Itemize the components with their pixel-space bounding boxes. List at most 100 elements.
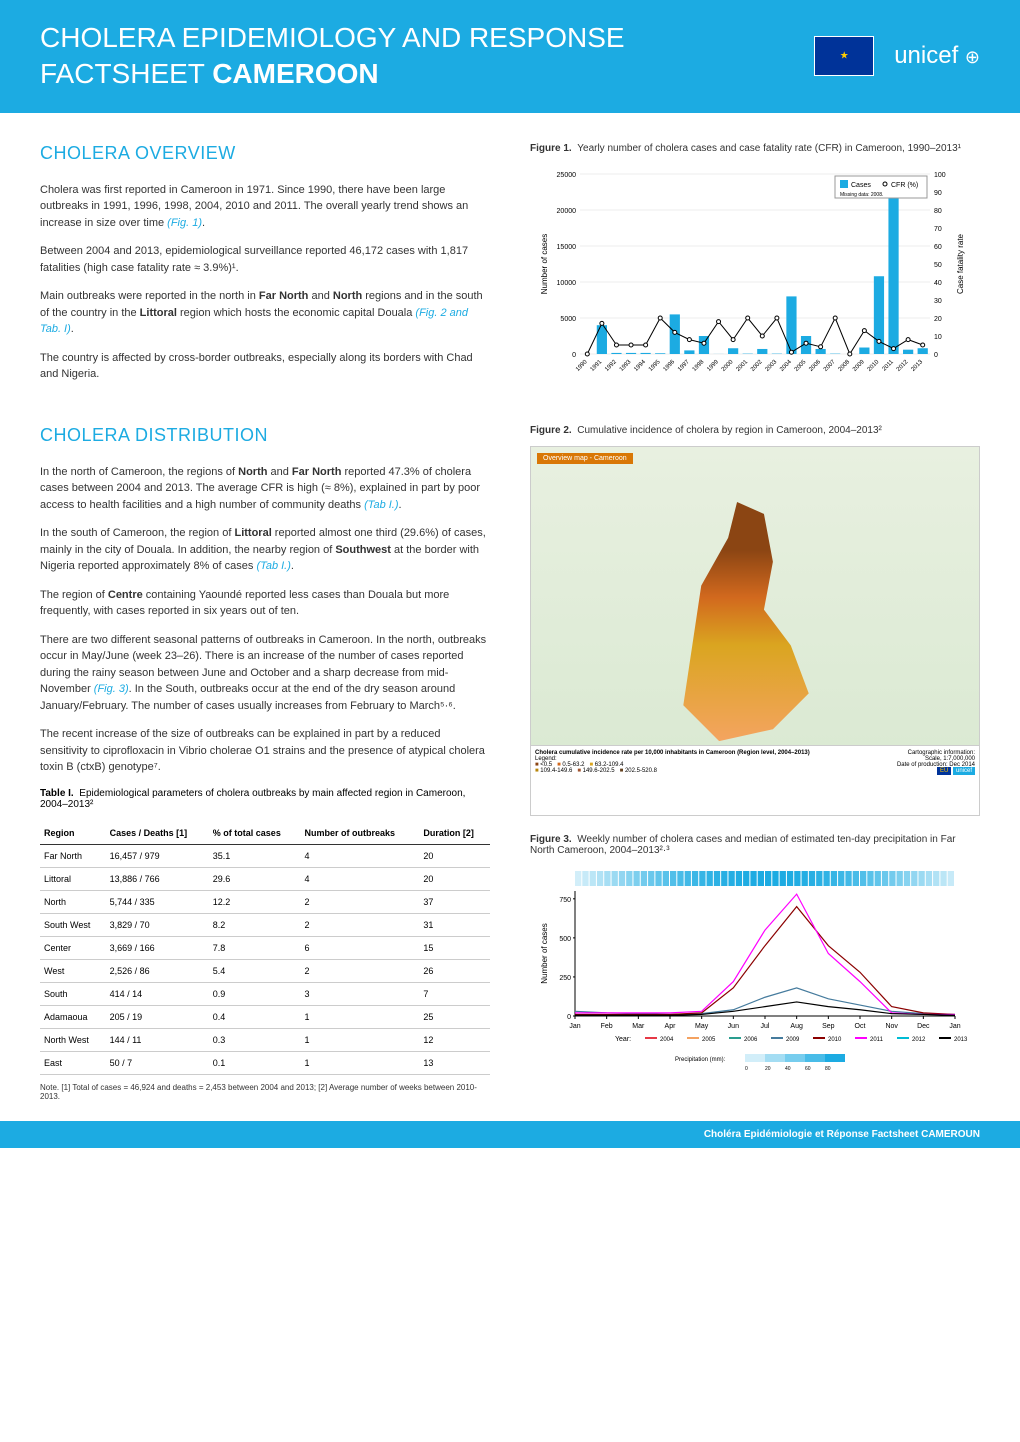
svg-text:Nov: Nov (885, 1023, 898, 1030)
svg-text:2007: 2007 (823, 358, 837, 372)
svg-text:CFR (%): CFR (%) (891, 182, 918, 189)
distribution-section: CHOLERA DISTRIBUTION In the north of Cam… (40, 425, 490, 1101)
svg-text:1995: 1995 (648, 358, 662, 372)
svg-text:25000: 25000 (557, 172, 577, 179)
footer: Choléra Epidémiologie et Réponse Factshe… (0, 1121, 1020, 1148)
svg-text:2001: 2001 (735, 358, 749, 372)
svg-text:Year:: Year: (615, 1036, 631, 1043)
svg-text:0: 0 (572, 352, 576, 359)
svg-text:90: 90 (934, 190, 942, 197)
svg-text:2012: 2012 (896, 358, 910, 372)
fig1-caption: Figure 1. Yearly number of cholera cases… (530, 143, 980, 154)
table-header: Number of outbreaks (301, 822, 420, 845)
svg-text:Number of cases: Number of cases (540, 234, 549, 294)
table-row: Far North16,457 / 97935.1420 (40, 844, 490, 867)
fig1-chart: 0500010000150002000025000010203040506070… (530, 164, 980, 394)
svg-text:70: 70 (934, 226, 942, 233)
svg-text:750: 750 (559, 897, 571, 904)
svg-text:Jan: Jan (949, 1023, 960, 1030)
footer-text: Choléra Epidémiologie et Réponse Factshe… (704, 1129, 980, 1140)
distribution-title: CHOLERA DISTRIBUTION (40, 425, 490, 446)
svg-text:2012: 2012 (912, 1037, 926, 1043)
table-row: South West3,829 / 708.2231 (40, 913, 490, 936)
table1-caption: Table I. Epidemiological parameters of c… (40, 788, 490, 810)
table-row: Center3,669 / 1667.8615 (40, 936, 490, 959)
table-row: Littoral13,886 / 76629.6420 (40, 867, 490, 890)
svg-text:20: 20 (765, 1066, 771, 1072)
unicef-logo: unicef ⊕ (894, 42, 980, 70)
svg-text:2013: 2013 (910, 358, 924, 372)
table-row: Adamaoua205 / 190.4125 (40, 1005, 490, 1028)
svg-text:50: 50 (934, 262, 942, 269)
fig2-caption: Figure 2. Cumulative incidence of choler… (530, 425, 980, 436)
svg-text:1999: 1999 (706, 358, 720, 372)
svg-text:5000: 5000 (560, 316, 576, 323)
svg-text:1997: 1997 (677, 358, 691, 372)
svg-text:1991: 1991 (590, 358, 604, 372)
svg-text:2011: 2011 (882, 358, 896, 372)
fig2-map: Overview map - Cameroon Cholera cumulati… (530, 446, 980, 816)
svg-text:250: 250 (559, 975, 571, 982)
svg-text:Dec: Dec (917, 1023, 930, 1030)
header-title: CHOLERA EPIDEMIOLOGY AND RESPONSE FACTSH… (40, 20, 625, 93)
svg-text:2002: 2002 (750, 358, 764, 372)
svg-text:2004: 2004 (660, 1037, 674, 1043)
svg-text:0: 0 (934, 352, 938, 359)
svg-text:1993: 1993 (619, 358, 633, 372)
map-overview-label: Overview map - Cameroon (537, 453, 633, 464)
svg-text:1994: 1994 (633, 358, 647, 372)
svg-text:Case fatality rate: Case fatality rate (956, 233, 965, 294)
content: CHOLERA OVERVIEW Cholera was first repor… (0, 113, 1020, 1121)
overview-p3: Main outbreaks were reported in the nort… (40, 288, 490, 338)
header-logos: unicef ⊕ (814, 36, 980, 76)
table-row: North5,744 / 33512.2237 (40, 890, 490, 913)
svg-text:80: 80 (934, 208, 942, 215)
svg-text:2009: 2009 (852, 358, 866, 372)
svg-text:Cases: Cases (851, 182, 871, 189)
svg-text:2008: 2008 (838, 358, 852, 372)
overview-p2: Between 2004 and 2013, epidemiological s… (40, 243, 490, 276)
title-line2: FACTSHEET (40, 58, 204, 89)
svg-text:Missing data: 2008.: Missing data: 2008. (840, 192, 883, 198)
table-header: Region (40, 822, 106, 845)
svg-text:Feb: Feb (601, 1023, 613, 1030)
map-country-shape (665, 502, 844, 741)
dist-p1: In the north of Cameroon, the regions of… (40, 464, 490, 514)
svg-text:20: 20 (934, 316, 942, 323)
svg-text:Oct: Oct (855, 1023, 866, 1030)
dist-p5: The recent increase of the size of outbr… (40, 726, 490, 776)
svg-text:2005: 2005 (702, 1037, 716, 1043)
table1-note: Note. [1] Total of cases = 46,924 and de… (40, 1083, 490, 1101)
svg-text:1992: 1992 (604, 358, 618, 372)
svg-text:2004: 2004 (779, 358, 793, 372)
table-row: West2,526 / 865.4226 (40, 959, 490, 982)
svg-text:1998: 1998 (692, 358, 706, 372)
overview-section: CHOLERA OVERVIEW Cholera was first repor… (40, 143, 490, 395)
svg-text:Sep: Sep (822, 1023, 835, 1030)
header: CHOLERA EPIDEMIOLOGY AND RESPONSE FACTSH… (0, 0, 1020, 113)
dist-p2: In the south of Cameroon, the region of … (40, 525, 490, 575)
svg-text:100: 100 (934, 172, 946, 179)
svg-text:2000: 2000 (721, 358, 735, 372)
svg-text:40: 40 (785, 1066, 791, 1072)
svg-text:80: 80 (825, 1066, 831, 1072)
svg-text:Jan: Jan (569, 1023, 580, 1030)
svg-text:Precipitation (mm):: Precipitation (mm): (675, 1057, 726, 1063)
title-bold: CAMEROON (212, 58, 378, 89)
svg-text:60: 60 (805, 1066, 811, 1072)
svg-text:Number of cases: Number of cases (540, 923, 549, 983)
table-1: RegionCases / Deaths [1]% of total cases… (40, 822, 490, 1075)
dist-p3: The region of Centre containing Yaoundé … (40, 587, 490, 620)
table-row: North West144 / 110.3112 (40, 1028, 490, 1051)
svg-text:Jul: Jul (761, 1023, 770, 1030)
svg-text:1990: 1990 (575, 358, 589, 372)
svg-text:Jun: Jun (728, 1023, 739, 1030)
table-header: % of total cases (209, 822, 301, 845)
svg-text:Mar: Mar (632, 1023, 645, 1030)
svg-text:2013: 2013 (954, 1037, 968, 1043)
svg-text:1996: 1996 (663, 358, 677, 372)
svg-text:30: 30 (934, 298, 942, 305)
figure-1: Figure 1. Yearly number of cholera cases… (530, 143, 980, 395)
table-header: Cases / Deaths [1] (106, 822, 209, 845)
svg-text:15000: 15000 (557, 244, 577, 251)
